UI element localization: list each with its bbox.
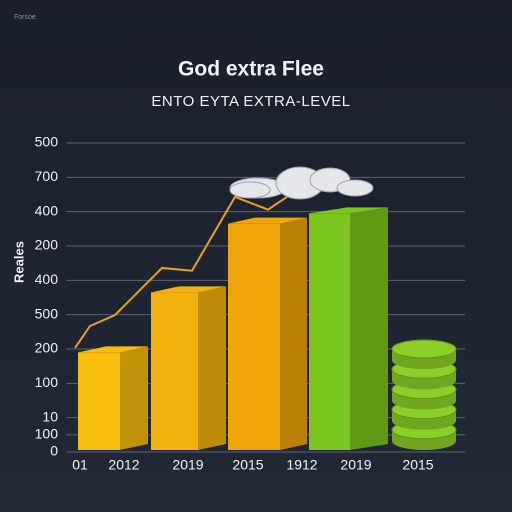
x-tick-label: 2019	[340, 457, 371, 473]
y-tick-label: 500	[35, 305, 59, 321]
x-tick-label: 2015	[402, 457, 433, 473]
y-tick-label: 200	[35, 340, 59, 356]
y-tick-label: 200	[35, 237, 59, 253]
chart-subtitle: ENTO EYTA EXTRA-LEVEL	[151, 93, 350, 110]
x-tick-label: 2012	[108, 457, 139, 473]
bar-top	[309, 207, 388, 214]
bar-side	[350, 207, 388, 450]
x-tick-label: 01	[72, 457, 88, 473]
bar	[151, 292, 198, 450]
bar-side	[120, 346, 148, 450]
bar	[228, 223, 280, 450]
bar	[78, 352, 120, 450]
y-tick-label: 700	[35, 168, 59, 184]
bar-side	[198, 286, 226, 450]
y-tick-label: 500	[35, 134, 59, 150]
bar	[309, 213, 350, 450]
bar-top	[78, 346, 148, 353]
chart-title: God extra Flee	[178, 58, 324, 81]
bar-top	[228, 217, 307, 224]
bar-side	[280, 217, 307, 450]
trend-line	[74, 194, 291, 349]
y-tick-label: 400	[35, 202, 59, 218]
bar-top	[151, 286, 226, 293]
bar	[391, 339, 457, 450]
corner-text: Forsoe	[14, 14, 36, 21]
cloud	[229, 166, 374, 200]
y-axis-label: Reales	[11, 241, 26, 283]
y-tick-label: 100	[35, 374, 59, 390]
y-tick-label: 100	[35, 426, 59, 442]
x-tick-label: 2019	[172, 457, 203, 473]
x-tick-label: 2015	[232, 457, 263, 473]
x-tick-label: 1912	[286, 457, 317, 473]
y-tick-label: 0	[50, 443, 58, 459]
y-tick-label: 10	[42, 408, 58, 424]
y-tick-label: 400	[35, 271, 59, 287]
coin-top	[391, 339, 457, 359]
